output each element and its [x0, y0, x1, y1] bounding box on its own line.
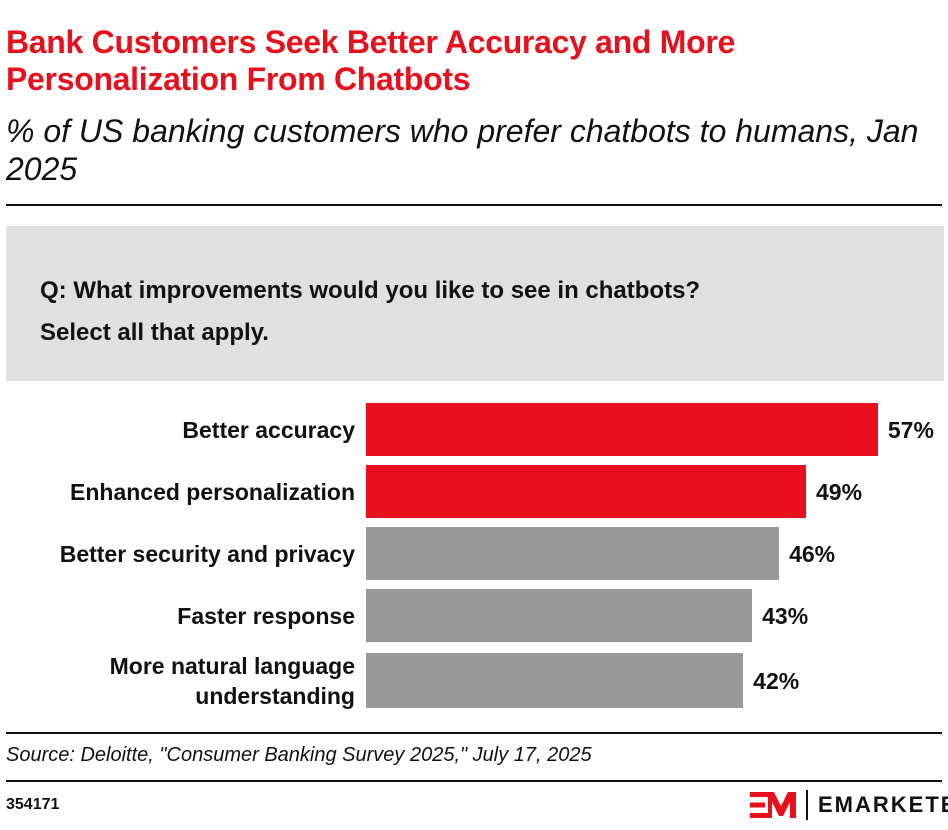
emarketer-logo: EMARKETER: [750, 790, 948, 820]
source-note: Source: Deloitte, "Consumer Banking Surv…: [6, 744, 592, 766]
question-box: Q: What improvements would you like to s…: [6, 226, 944, 381]
chart-title: Bank Customers Seek Better Accuracy and …: [6, 24, 736, 97]
bar: [366, 589, 753, 642]
value-label: 49%: [816, 478, 863, 505]
bar: [366, 403, 878, 456]
question-line1: Q: What improvements would you like to s…: [40, 277, 701, 304]
question-line2: Select all that apply.: [40, 319, 269, 346]
divider: [6, 204, 942, 206]
bar: [366, 465, 807, 518]
em-logo-icon: [750, 792, 796, 818]
category-label: More natural language understanding: [109, 652, 355, 709]
logo-separator: [806, 790, 808, 820]
divider: [6, 732, 942, 734]
category-label: Better accuracy: [182, 416, 355, 443]
bar: [366, 653, 744, 708]
category-label: Faster response: [177, 602, 355, 629]
category-label: Enhanced personalization: [70, 478, 355, 505]
bar: [366, 527, 780, 580]
chart-subtitle: % of US banking customers who prefer cha…: [6, 113, 919, 187]
chart-id: 354171: [6, 796, 60, 813]
category-label: Better security and privacy: [59, 540, 355, 567]
value-label: 46%: [789, 540, 836, 567]
value-label: 42%: [753, 667, 800, 694]
logo-wordmark: EMARKETER: [818, 792, 948, 817]
divider: [6, 780, 942, 782]
value-label: 57%: [887, 416, 934, 443]
value-label: 43%: [762, 602, 809, 629]
